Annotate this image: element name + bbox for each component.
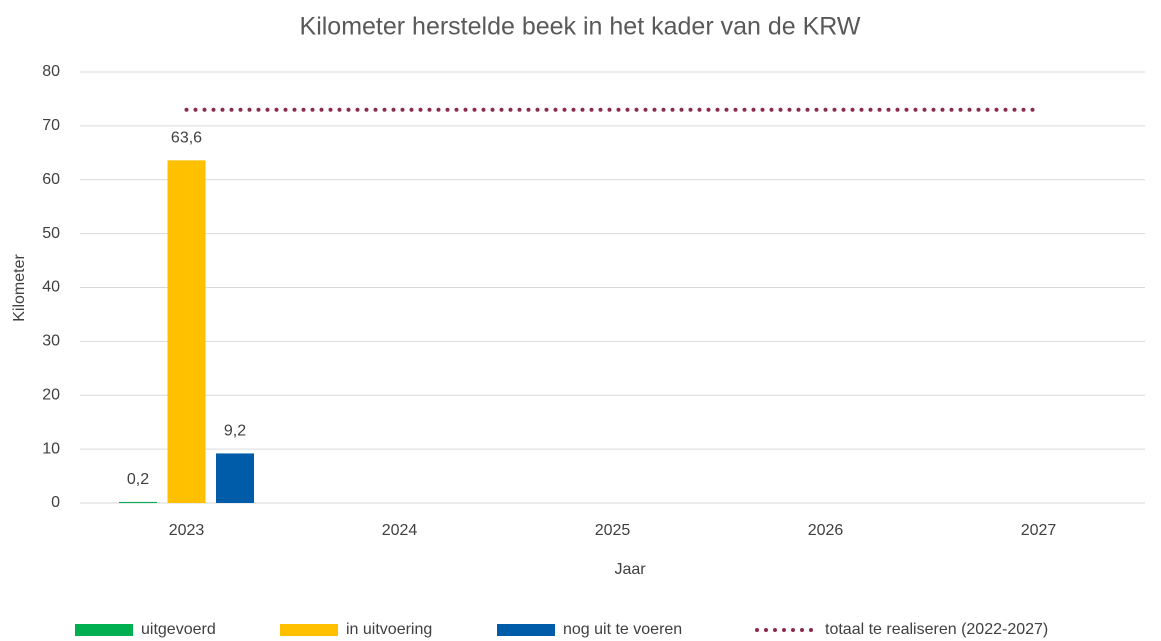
legend-label: totaal te realiseren (2022-2027): [825, 621, 1048, 638]
legend-swatch: [75, 624, 133, 636]
bar: [119, 501, 157, 503]
y-tick-label: 10: [42, 440, 60, 457]
bar: [216, 453, 254, 503]
x-axis-title: Jaar: [614, 561, 646, 578]
y-tick-label: 70: [42, 117, 60, 134]
legend-label: in uitvoering: [346, 621, 432, 638]
y-tick-label: 80: [42, 63, 60, 80]
data-label: 9,2: [224, 423, 246, 440]
y-tick-label: 60: [42, 171, 60, 188]
x-tick-label: 2027: [1021, 522, 1057, 539]
y-axis-title: Kilometer: [11, 254, 28, 322]
x-tick-label: 2024: [382, 522, 418, 539]
y-tick-label: 40: [42, 279, 60, 296]
bar: [167, 160, 206, 504]
data-label: 0,2: [127, 471, 149, 488]
y-tick-label: 0: [51, 494, 60, 511]
y-tick-label: 20: [42, 386, 60, 403]
legend-swatch: [280, 624, 338, 636]
x-tick-label: 2023: [169, 522, 205, 539]
legend-label: nog uit te voeren: [563, 621, 682, 638]
x-tick-label: 2026: [808, 522, 844, 539]
chart-title: Kilometer herstelde beek in het kader va…: [300, 13, 861, 41]
legend-swatch: [497, 624, 555, 636]
y-tick-label: 50: [42, 225, 60, 242]
data-label: 63,6: [171, 130, 202, 147]
legend-label: uitgevoerd: [141, 621, 216, 638]
y-tick-label: 30: [42, 333, 60, 350]
x-tick-label: 2025: [595, 522, 631, 539]
